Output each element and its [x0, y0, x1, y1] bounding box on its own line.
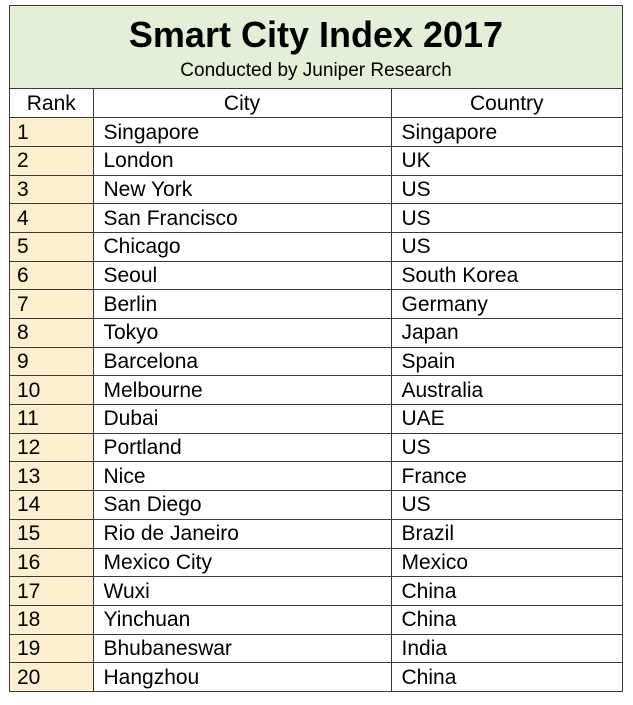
table-row: 1 Singapore Singapore — [10, 117, 622, 147]
table-row: 15 Rio de Janeiro Brazil — [10, 518, 622, 549]
rank-cell: 18 — [10, 604, 94, 635]
country-cell: Germany — [390, 289, 622, 319]
table-row: 17 Wuxi China — [10, 576, 622, 606]
table-row: 20 Hangzhou China — [10, 662, 622, 692]
table-row: 5 Chicago US — [10, 231, 622, 262]
country-cell: US — [390, 203, 622, 233]
rank-cell: 17 — [10, 576, 94, 606]
city-cell: Barcelona — [92, 346, 392, 377]
city-cell: London — [92, 145, 392, 176]
rank-cell: 11 — [10, 404, 94, 434]
rank-cell: 20 — [10, 662, 94, 692]
city-cell: Berlin — [92, 289, 392, 319]
rank-cell: 2 — [10, 145, 94, 176]
city-cell: Rio de Janeiro — [92, 518, 392, 549]
column-header-city: City — [92, 89, 392, 119]
rank-cell: 19 — [10, 633, 94, 664]
country-cell: Brazil — [390, 518, 622, 549]
country-cell: China — [390, 662, 622, 692]
table-row: 13 Nice France — [10, 461, 622, 492]
table-row: 2 London UK — [10, 145, 622, 176]
rank-cell: 13 — [10, 461, 94, 492]
table-row: 4 San Francisco US — [10, 203, 622, 233]
city-cell: San Francisco — [92, 203, 392, 233]
city-cell: Tokyo — [92, 318, 392, 348]
table-row: 12 Portland US — [10, 432, 622, 463]
table-row: 3 New York US — [10, 174, 622, 205]
country-cell: South Korea — [390, 260, 622, 291]
country-cell: US — [390, 432, 622, 463]
rank-cell: 10 — [10, 375, 94, 406]
country-cell: UK — [390, 145, 622, 176]
city-cell: New York — [92, 174, 392, 205]
city-cell: Hangzhou — [92, 662, 392, 692]
country-cell: US — [390, 490, 622, 520]
country-cell: India — [390, 633, 622, 664]
table-row: 11 Dubai UAE — [10, 404, 622, 434]
table-row: 10 Melbourne Australia — [10, 375, 622, 406]
table-row: 6 Seoul South Korea — [10, 260, 622, 291]
table-header: Smart City Index 2017 Conducted by Junip… — [10, 6, 622, 89]
city-cell: Wuxi — [92, 576, 392, 606]
city-cell: Bhubaneswar — [92, 633, 392, 664]
rank-cell: 16 — [10, 547, 94, 578]
table-row: 9 Barcelona Spain — [10, 346, 622, 377]
country-cell: US — [390, 231, 622, 262]
table-row: 7 Berlin Germany — [10, 289, 622, 319]
city-cell: Singapore — [92, 117, 392, 147]
rank-cell: 4 — [10, 203, 94, 233]
rank-cell: 3 — [10, 174, 94, 205]
column-header-country: Country — [390, 89, 622, 119]
table-row: 18 Yinchuan China — [10, 604, 622, 635]
city-cell: Mexico City — [92, 547, 392, 578]
rank-cell: 14 — [10, 490, 94, 520]
page-subtitle: Conducted by Juniper Research — [180, 60, 452, 81]
rank-cell: 6 — [10, 260, 94, 291]
city-cell: Melbourne — [92, 375, 392, 406]
city-cell: Chicago — [92, 231, 392, 262]
city-cell: San Diego — [92, 490, 392, 520]
table-row: 16 Mexico City Mexico — [10, 547, 622, 578]
city-cell: Dubai — [92, 404, 392, 434]
page-title: Smart City Index 2017 — [128, 14, 504, 55]
country-cell: US — [390, 174, 622, 205]
country-cell: China — [390, 576, 622, 606]
column-header-row: Rank City Country — [10, 89, 622, 119]
country-cell: UAE — [390, 404, 622, 434]
rank-cell: 5 — [10, 231, 94, 262]
city-cell: Yinchuan — [92, 604, 392, 635]
country-cell: China — [390, 604, 622, 635]
rank-cell: 8 — [10, 318, 94, 348]
rank-cell: 15 — [10, 518, 94, 549]
rank-cell: 1 — [10, 117, 94, 147]
country-cell: Australia — [390, 375, 622, 406]
index-table-frame: Smart City Index 2017 Conducted by Junip… — [9, 5, 623, 692]
rank-cell: 9 — [10, 346, 94, 377]
country-cell: Japan — [390, 318, 622, 348]
country-cell: Mexico — [390, 547, 622, 578]
column-header-rank: Rank — [10, 89, 94, 119]
city-cell: Portland — [92, 432, 392, 463]
table-row: 8 Tokyo Japan — [10, 318, 622, 348]
table-row: 14 San Diego US — [10, 490, 622, 520]
country-cell: Spain — [390, 346, 622, 377]
table-row: 19 Bhubaneswar India — [10, 633, 622, 664]
ranking-table: Rank City Country 1 Singapore Singapore 2 Lo… — [10, 89, 622, 692]
city-cell: Nice — [92, 461, 392, 492]
rank-cell: 12 — [10, 432, 94, 463]
rank-cell: 7 — [10, 289, 94, 319]
city-cell: Seoul — [92, 260, 392, 291]
country-cell: Singapore — [390, 117, 622, 147]
country-cell: France — [390, 461, 622, 492]
